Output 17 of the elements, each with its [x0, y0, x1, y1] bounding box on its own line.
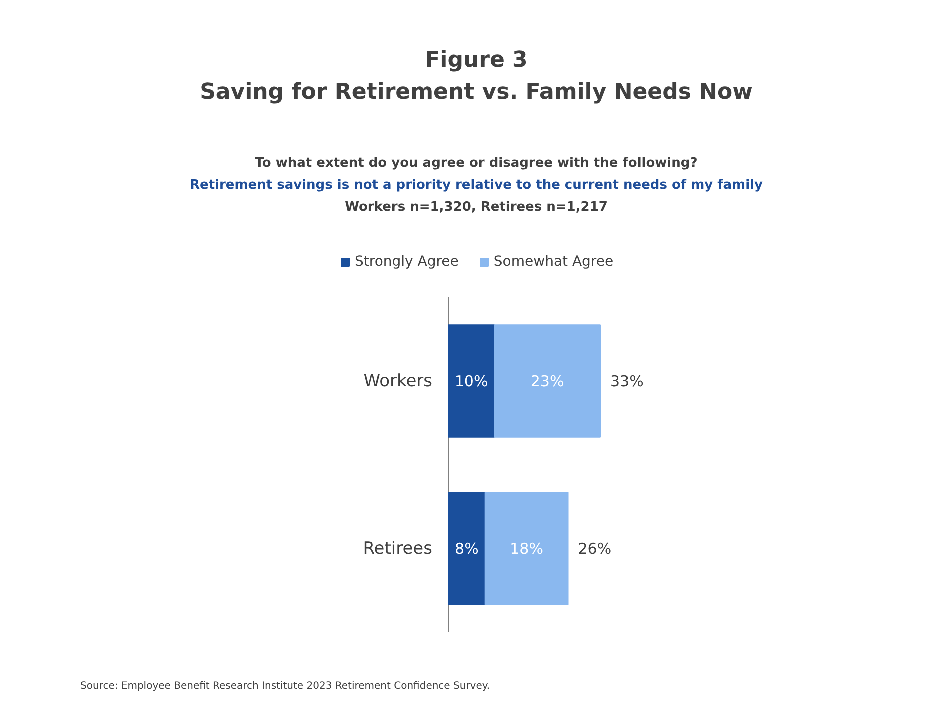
data-label: 23%	[530, 372, 564, 390]
bar	[448, 324, 496, 438]
legend-label: Somewhat Agree	[494, 254, 614, 270]
source-note: Source: Employee Benefit Research Institute 2023 Retirement Confidence Survey.	[80, 681, 490, 692]
data-label: 8%	[455, 540, 479, 558]
total-label: 26%	[578, 540, 612, 558]
chart-subtitle: To what extent do you agree or disagree with the following? Retirement savings is not a priority relative to the current needs of my family Workers n=1,320, Retirees n=1,217	[190, 156, 764, 215]
y-tick-label: Workers	[364, 371, 433, 392]
bar	[494, 324, 601, 438]
data-label: 10%	[454, 372, 488, 390]
data-label: 18%	[510, 540, 544, 558]
total-label: 33%	[610, 372, 644, 390]
bar	[448, 492, 486, 606]
y-tick-label: Retirees	[363, 538, 433, 559]
chart-title: Figure 3 Saving for Retirement vs. Family Needs Now	[200, 48, 753, 105]
bar	[484, 492, 569, 606]
legend-label: Strongly Agree	[355, 254, 459, 270]
